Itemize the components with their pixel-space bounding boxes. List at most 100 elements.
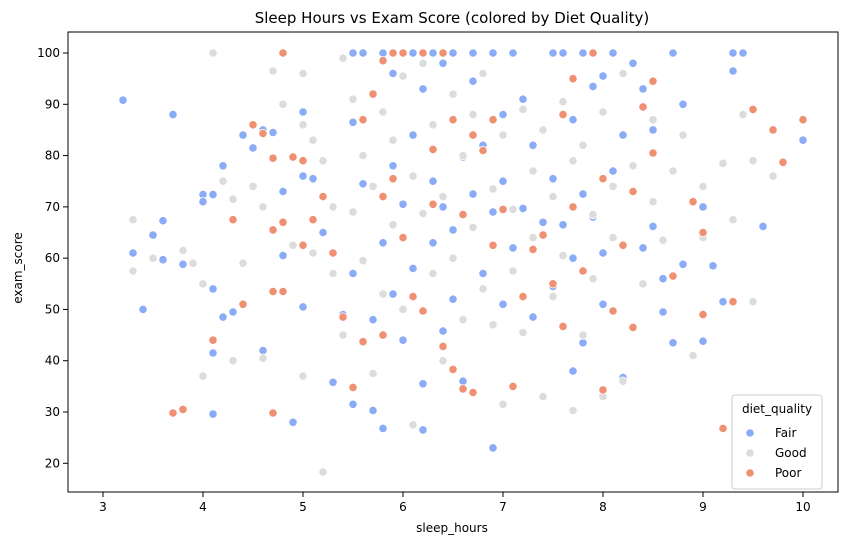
legend-label-poor: Poor xyxy=(775,466,801,480)
data-point-fair xyxy=(698,336,708,346)
data-point-fair xyxy=(608,48,618,58)
legend-box xyxy=(731,394,823,490)
x-tick-label: 8 xyxy=(599,500,607,514)
data-point-poor xyxy=(368,89,378,99)
data-point-good xyxy=(548,291,558,302)
data-point-fair xyxy=(528,140,538,150)
data-point-good xyxy=(578,330,588,340)
data-point-poor xyxy=(528,244,538,254)
data-point-good xyxy=(448,89,458,99)
data-point-fair xyxy=(588,81,598,92)
data-point-poor xyxy=(618,240,628,250)
data-point-poor xyxy=(718,423,728,433)
data-point-good xyxy=(408,171,418,181)
data-point-good xyxy=(338,53,348,63)
data-point-fair xyxy=(348,117,358,127)
data-point-good xyxy=(318,156,328,166)
data-point-poor xyxy=(558,110,568,120)
data-point-fair xyxy=(378,48,388,58)
data-point-fair xyxy=(708,261,718,271)
data-point-fair xyxy=(438,58,448,68)
x-tick-label: 5 xyxy=(299,500,307,514)
data-point-good xyxy=(368,181,378,191)
data-point-fair xyxy=(528,312,538,322)
data-point-good xyxy=(288,240,298,250)
data-point-good xyxy=(398,304,408,314)
data-point-good xyxy=(608,233,618,243)
data-point-fair xyxy=(208,348,218,358)
data-point-poor xyxy=(498,204,508,214)
data-point-good xyxy=(638,279,648,289)
data-point-poor xyxy=(298,240,308,250)
data-point-fair xyxy=(278,186,288,197)
data-point-fair xyxy=(348,48,358,58)
data-point-good xyxy=(228,356,238,366)
data-point-fair xyxy=(378,423,388,433)
data-point-good xyxy=(428,120,438,130)
data-point-fair xyxy=(418,379,428,389)
data-point-good xyxy=(418,58,428,68)
data-point-poor xyxy=(598,385,608,395)
data-point-fair xyxy=(658,307,668,317)
data-point-good xyxy=(428,268,438,279)
legend: diet_quality Fair Good Poor xyxy=(731,394,823,490)
data-point-good xyxy=(528,233,538,243)
data-point-fair xyxy=(448,294,458,304)
data-point-fair xyxy=(208,190,218,200)
data-point-poor xyxy=(548,279,558,289)
data-point-good xyxy=(128,266,138,276)
y-tick-label: 40 xyxy=(45,354,60,368)
data-point-poor xyxy=(288,152,298,162)
data-point-fair xyxy=(548,48,558,58)
data-point-good xyxy=(148,253,158,263)
data-point-good xyxy=(598,107,608,117)
data-point-fair xyxy=(368,405,378,416)
data-point-poor xyxy=(248,120,258,130)
data-point-fair xyxy=(638,243,648,253)
data-point-fair xyxy=(578,338,588,348)
data-point-good xyxy=(518,327,528,338)
data-point-good xyxy=(408,420,418,430)
data-point-good xyxy=(298,371,308,381)
data-point-poor xyxy=(698,227,708,238)
data-point-good xyxy=(478,284,488,294)
data-point-fair xyxy=(698,202,708,212)
data-point-fair xyxy=(608,166,618,176)
data-point-poor xyxy=(378,330,388,340)
data-point-good xyxy=(378,289,388,299)
legend-items: Fair Good Poor xyxy=(745,426,807,480)
data-point-poor xyxy=(628,322,638,332)
data-point-fair xyxy=(558,220,568,230)
data-point-fair xyxy=(728,66,738,76)
data-point-poor xyxy=(268,153,278,163)
data-point-fair xyxy=(358,48,368,58)
data-point-fair xyxy=(368,315,378,325)
data-point-fair xyxy=(228,307,238,317)
data-point-good xyxy=(728,215,738,225)
data-point-good xyxy=(538,391,548,402)
data-point-fair xyxy=(468,48,478,58)
data-point-poor xyxy=(538,230,548,240)
data-point-poor xyxy=(208,335,218,345)
data-point-fair xyxy=(518,94,528,104)
data-point-good xyxy=(258,202,268,212)
x-tick-label: 6 xyxy=(399,500,407,514)
data-point-good xyxy=(328,202,338,212)
data-point-fair xyxy=(438,202,448,212)
legend-label-fair: Fair xyxy=(775,426,796,440)
data-point-good xyxy=(508,204,518,214)
data-point-good xyxy=(498,130,508,140)
data-point-poor xyxy=(628,186,638,197)
data-point-fair xyxy=(158,216,168,226)
data-point-good xyxy=(768,171,778,181)
data-point-good xyxy=(388,220,398,230)
data-point-fair xyxy=(288,417,298,427)
data-point-poor xyxy=(378,56,388,66)
data-point-fair xyxy=(298,107,308,117)
data-point-fair xyxy=(468,76,478,86)
data-point-poor xyxy=(428,144,438,154)
data-point-good xyxy=(308,135,318,145)
y-tick-label: 30 xyxy=(45,405,60,419)
data-point-good xyxy=(128,215,138,225)
data-point-fair xyxy=(638,84,648,94)
